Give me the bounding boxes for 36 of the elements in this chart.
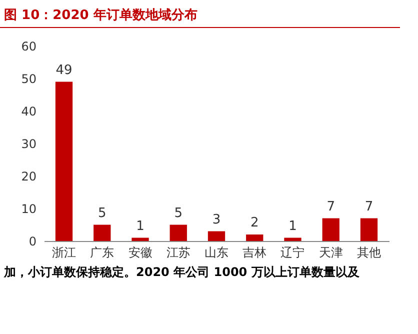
data-label: 2 (250, 216, 259, 230)
y-tick-label: 0 (28, 234, 36, 248)
x-tick-label: 山东 (204, 246, 228, 260)
x-tick-label: 江苏 (166, 246, 190, 260)
bar (284, 238, 302, 241)
bar (55, 82, 73, 241)
x-tick-label: 辽宁 (280, 246, 305, 260)
y-tick-label: 60 (21, 40, 36, 54)
bar (170, 224, 187, 241)
bar (208, 231, 226, 241)
data-label: 5 (98, 206, 106, 221)
y-tick-label: 10 (21, 202, 36, 216)
data-label: 1 (136, 218, 144, 234)
data-label: 49 (56, 62, 72, 78)
chart-title: 图 10：2020 年订单数地域分布 (0, 0, 400, 28)
data-label: 1 (288, 218, 297, 234)
x-tick-label: 天津 (318, 246, 343, 260)
bar (246, 234, 264, 241)
y-tick-label: 30 (21, 137, 36, 151)
y-tick-label: 40 (21, 104, 36, 118)
data-label: 5 (174, 206, 183, 221)
bar (132, 238, 149, 241)
y-tick-label: 50 (21, 72, 36, 86)
data-label: 3 (212, 212, 221, 228)
bar (322, 218, 340, 241)
y-tick-label: 20 (21, 170, 36, 184)
data-label: 7 (326, 199, 336, 214)
x-tick-label: 浙江 (52, 246, 76, 260)
x-tick-label: 吉林 (242, 246, 267, 260)
x-tick-label: 其他 (356, 246, 381, 260)
bar (94, 224, 111, 241)
x-tick-label: 安徽 (128, 246, 152, 260)
text: 加，小订单数保持稳定。2020 年公司 1000 万以上订单数量以及 (2, 264, 360, 281)
data-label: 7 (364, 199, 374, 214)
x-tick-label: 广东 (90, 246, 114, 260)
bar (360, 218, 378, 241)
